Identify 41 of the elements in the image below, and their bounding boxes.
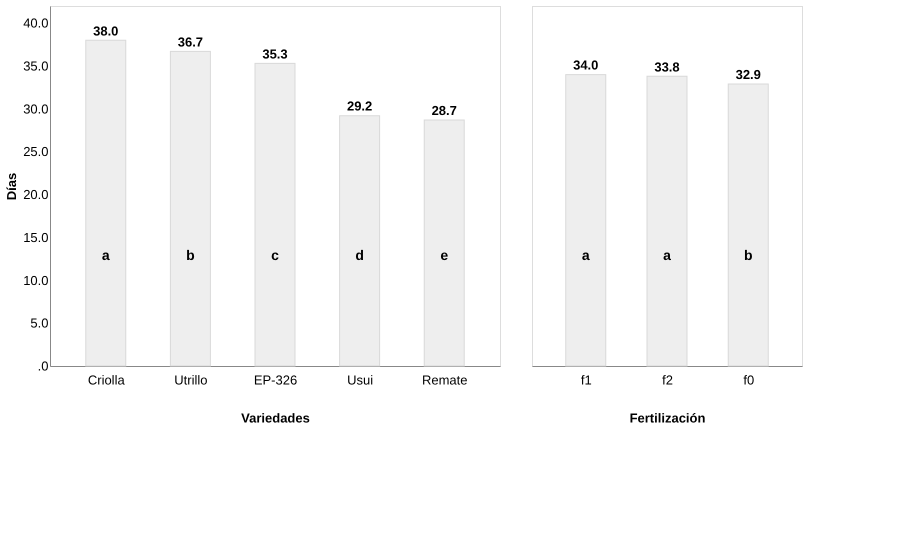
annotation: a	[582, 247, 590, 263]
data-label: 32.9	[736, 67, 761, 82]
data-label: 36.7	[178, 34, 204, 50]
annotation: c	[271, 247, 280, 263]
annotation: d	[355, 247, 364, 263]
bar	[170, 50, 211, 366]
bar	[339, 115, 380, 366]
y-tick-label: 40.0	[23, 16, 48, 31]
y-tick-label: .0	[38, 358, 48, 374]
data-label: 35.3	[262, 46, 288, 62]
x-tick-label: Usui	[347, 372, 374, 388]
annotation: b	[186, 247, 195, 263]
x-tick-label: f1	[580, 372, 592, 388]
data-label: 38.0	[93, 23, 118, 38]
annotation: a	[102, 247, 110, 263]
y-tick-label: 5.0	[30, 316, 48, 331]
y-tick-label: 20.0	[23, 187, 48, 202]
y-axis-title: Días	[4, 172, 20, 200]
x-axis-title: Variedades	[241, 410, 310, 426]
annotation: e	[440, 247, 448, 263]
data-label: 33.8	[654, 59, 680, 74]
data-label: 28.7	[432, 103, 457, 118]
data-label: 34.0	[573, 58, 598, 73]
x-tick-label: Criolla	[88, 372, 126, 388]
annotation: b	[744, 247, 753, 263]
x-tick-label: EP-326	[254, 372, 298, 388]
y-tick-label: 35.0	[23, 58, 48, 74]
x-tick-label: f2	[662, 372, 673, 388]
x-tick-label: Utrillo	[174, 372, 208, 388]
y-tick-label: 10.0	[23, 272, 48, 288]
bar	[424, 120, 465, 366]
x-tick-label: f0	[743, 372, 754, 388]
annotation: a	[663, 247, 672, 263]
y-tick-label: 25.0	[23, 144, 48, 160]
data-label: 29.2	[346, 98, 372, 114]
y-tick-label: 30.0	[23, 101, 48, 116]
x-axis-title: Fertilización	[630, 410, 706, 426]
y-tick-label: 15.0	[23, 230, 48, 245]
bar	[85, 40, 126, 366]
bar	[254, 62, 296, 366]
x-tick-label: Remate	[422, 372, 468, 388]
